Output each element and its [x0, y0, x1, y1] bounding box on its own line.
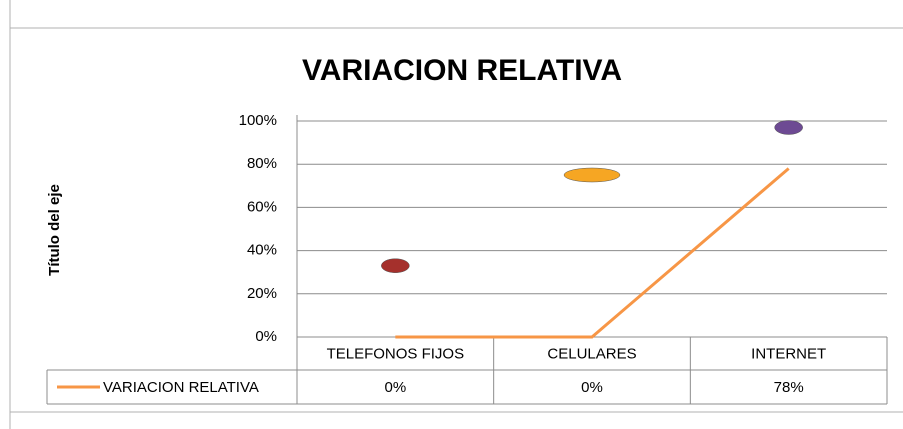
y-tick-label: 60% — [247, 198, 277, 215]
marker — [774, 120, 803, 135]
y-tick-label: 80% — [247, 155, 277, 172]
table-value: 0% — [581, 379, 603, 396]
y-tick-label: 100% — [239, 112, 277, 129]
y-axis-label: Título del eje — [46, 184, 63, 276]
marker — [381, 258, 410, 273]
marker — [563, 167, 621, 183]
y-tick-label: 20% — [247, 285, 277, 302]
x-tick-label: TELEFONOS FIJOS — [327, 345, 465, 362]
legend-label: VARIACION RELATIVA — [103, 379, 259, 396]
chart-title: VARIACION RELATIVA — [302, 54, 622, 87]
x-tick-label: CELULARES — [547, 345, 636, 362]
x-tick-label: INTERNET — [751, 345, 826, 362]
y-tick-label: 0% — [255, 328, 277, 345]
y-tick-label: 40% — [247, 242, 277, 259]
table-value: 78% — [774, 379, 804, 396]
line-series — [395, 167, 790, 339]
table-value: 0% — [384, 379, 406, 396]
